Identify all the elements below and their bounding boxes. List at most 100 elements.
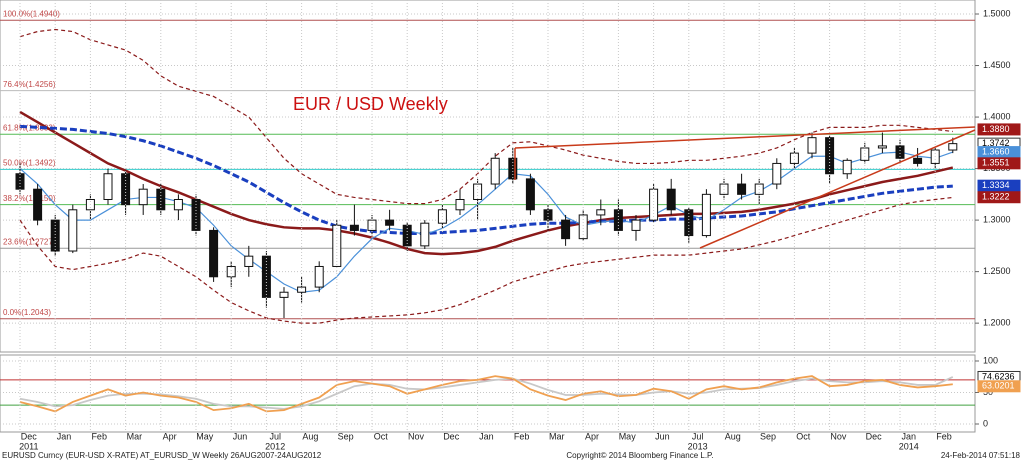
x-tick-label: Nov <box>408 431 425 441</box>
candle-body <box>772 162 782 185</box>
candle-body <box>385 219 395 226</box>
candle-body <box>948 143 958 151</box>
level-label: 23.6%(1.2727) <box>3 237 56 246</box>
level-label: 50.0%(1.3492) <box>3 159 56 168</box>
x-tick-label: Sep <box>760 431 776 441</box>
candle-body <box>701 193 711 237</box>
price-tag <box>977 179 1021 192</box>
x-tick-label: Jun <box>233 431 248 441</box>
trend-line <box>699 129 976 249</box>
indicator-line <box>19 376 954 410</box>
x-tick-label: Dec <box>443 431 460 441</box>
footer-right: 24-Feb-2014 07:51:18 <box>941 451 1021 460</box>
candle-body <box>666 188 676 211</box>
candle-body <box>297 286 307 293</box>
candle-body <box>561 219 571 240</box>
candle-body <box>525 178 535 211</box>
candle-body <box>473 183 483 200</box>
indicator-line <box>19 110 954 256</box>
level-label: 61.8%(1.3833) <box>3 123 56 132</box>
candle-body <box>314 265 324 288</box>
x-year-label: 2013 <box>688 441 708 451</box>
x-tick-label: Jan <box>57 431 72 441</box>
candle-body <box>103 173 113 200</box>
candle-body <box>860 147 870 161</box>
candle-body <box>578 214 588 240</box>
candle-body <box>842 159 852 175</box>
x-tick-label: Jul <box>692 431 704 441</box>
level-label: 0.0%(1.2043) <box>3 308 51 317</box>
price-tag-label: 1.3660 <box>982 146 1010 156</box>
candle-body <box>244 255 254 267</box>
x-tick-label: Oct <box>374 431 389 441</box>
candle-body <box>191 198 201 231</box>
value-tag <box>977 380 1021 393</box>
candle-body <box>420 222 430 247</box>
y-tick-label: 1.5000 <box>983 8 1011 18</box>
y-tick-label: 1.4500 <box>983 60 1011 70</box>
y-tick-label: 1.2000 <box>983 318 1011 328</box>
indicator-line <box>19 28 953 205</box>
candle-body <box>631 219 641 231</box>
footer-center: Copyright© 2014 Bloomberg Finance L.P. <box>566 451 713 460</box>
candle-body <box>279 291 289 298</box>
x-tick-label: Nov <box>830 431 847 441</box>
price-tag <box>977 191 1021 204</box>
x-tick-label: May <box>619 431 637 441</box>
price-tag-label: 1.3551 <box>982 158 1010 168</box>
x-tick-label: Sep <box>338 431 354 441</box>
price-tag-label: 1.3742 <box>982 138 1010 148</box>
candle-body <box>737 183 747 195</box>
x-tick-label: Feb <box>91 431 107 441</box>
candle-body <box>349 224 359 231</box>
x-year-label: 2012 <box>265 441 285 451</box>
x-tick-label: Aug <box>725 431 741 441</box>
x-tick-label: Apr <box>163 431 177 441</box>
x-tick-label: Jan <box>902 431 917 441</box>
candle-body <box>226 265 236 278</box>
indicator-line <box>19 124 953 235</box>
price-tag-label: 1.3334 <box>982 180 1010 190</box>
indicator-panel <box>0 354 976 433</box>
candle-body <box>596 209 606 216</box>
candle-body <box>50 219 60 252</box>
level-label: 38.2%(1.3150) <box>3 194 56 203</box>
candle-body <box>913 157 923 164</box>
indicator-line <box>19 196 953 324</box>
candle-body <box>877 145 887 149</box>
x-tick-label: Jul <box>269 431 281 441</box>
trend-line <box>514 126 976 149</box>
x-tick-label: Dec <box>866 431 883 441</box>
footer-left: EURUSD Curncy (EUR-USD X-RATE) AT_EURUSD… <box>2 451 322 460</box>
candle-body <box>138 188 148 206</box>
price-tag <box>977 157 1021 170</box>
x-tick-label: May <box>196 431 214 441</box>
price-tag-label: 1.3222 <box>982 192 1010 202</box>
candle-body <box>543 209 553 221</box>
chart-title: EUR / USD Weekly <box>293 94 448 114</box>
x-tick-label: Mar <box>549 431 565 441</box>
y-tick-label: 1.3000 <box>983 214 1011 224</box>
candle-body <box>455 198 465 211</box>
price-tag-label: 1.3880 <box>982 124 1010 134</box>
value-tag-label: 74.6236 <box>982 371 1015 381</box>
value-tag-label: 63.0201 <box>982 381 1015 391</box>
candle-body <box>807 137 817 154</box>
x-tick-label: Jun <box>655 431 670 441</box>
y-tick-label: 100 <box>983 355 998 365</box>
candle-body <box>209 229 219 278</box>
x-year-label: 2014 <box>899 441 919 451</box>
x-year-label: 2011 <box>19 441 38 451</box>
candle-body <box>33 188 43 221</box>
candle-body <box>173 198 183 211</box>
x-tick-label: Apr <box>585 431 599 441</box>
x-tick-label: Jan <box>479 431 494 441</box>
x-tick-label: Mar <box>127 431 143 441</box>
x-tick-label: Dec <box>21 431 38 441</box>
x-tick-label: Feb <box>936 431 952 441</box>
y-tick-label: 0 <box>983 418 988 428</box>
candle-body <box>613 209 623 231</box>
indicator-line <box>19 375 953 413</box>
y-tick-label: 1.4000 <box>983 111 1011 121</box>
